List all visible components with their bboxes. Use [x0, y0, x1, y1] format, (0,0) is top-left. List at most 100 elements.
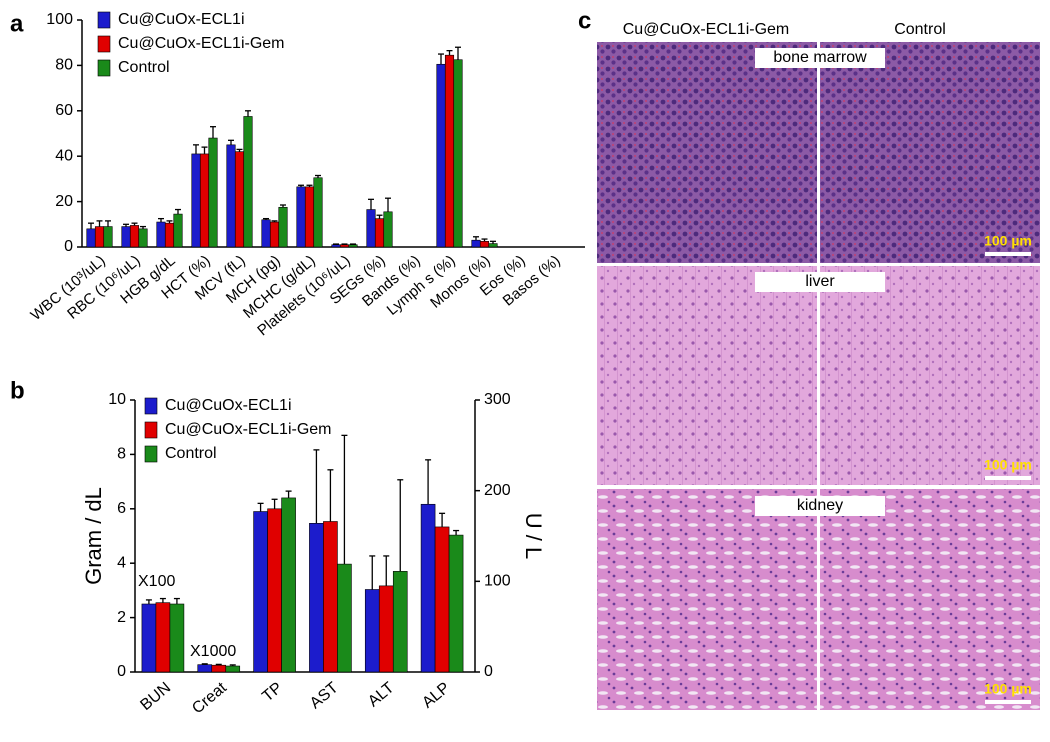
bar: [366, 209, 376, 248]
panel-c: c Cu@CuOx-ECL1i-Gem Control bone marrow …: [578, 7, 1040, 710]
bar: [471, 239, 481, 248]
bar: [211, 664, 227, 673]
bar: [208, 137, 218, 248]
label-box: [755, 272, 885, 292]
y-tick-label: 8: [117, 446, 126, 463]
bar: [281, 497, 296, 673]
scale-bar-label: 100 µm: [984, 681, 1032, 697]
micrograph: [820, 266, 1040, 485]
micrograph: [597, 266, 817, 485]
y-tick-label: 80: [55, 57, 73, 74]
tissue-label: kidney: [797, 497, 843, 514]
bar: [129, 225, 140, 248]
bar: [323, 521, 338, 673]
scale-bar-label: 100 µm: [984, 457, 1032, 473]
micrograph: [597, 489, 817, 710]
column-label: Cu@CuOx-ECL1i-Gem: [623, 21, 790, 38]
y-tick-label: 10: [108, 391, 126, 408]
y2-tick-label: 300: [484, 391, 511, 408]
bar: [448, 534, 464, 673]
bar: [488, 243, 498, 248]
y-tick-label: 20: [55, 193, 73, 210]
x-tick-label: BUN: [137, 679, 174, 714]
bar: [364, 589, 380, 673]
bar: [138, 228, 148, 248]
micrograph: [820, 42, 1040, 263]
scale-bar: [985, 252, 1031, 256]
y-axis-label: Gram / dL: [81, 487, 106, 585]
bar: [267, 508, 282, 673]
y-tick-label: 4: [117, 554, 126, 571]
micrograph: [597, 42, 817, 263]
bar: [434, 526, 450, 673]
y-tick-label: 6: [117, 500, 126, 517]
bar: [339, 244, 350, 248]
legend-label: Cu@CuOx-ECL1i-Gem: [118, 35, 285, 52]
bar: [337, 563, 352, 673]
x-tick-label: ALP: [419, 679, 453, 711]
bar: [261, 219, 271, 248]
legend-swatch: [97, 35, 111, 53]
bar: [156, 221, 166, 248]
annotation: X100: [138, 573, 175, 590]
y-tick-label: 100: [46, 11, 73, 28]
bar: [313, 177, 323, 248]
legend-swatch: [144, 397, 158, 415]
scale-bar: [985, 700, 1031, 704]
column-label: Control: [894, 21, 946, 38]
bar: [392, 571, 408, 673]
bar: [453, 59, 463, 248]
x-tick-label: AST: [307, 679, 342, 712]
tissue-label: bone marrow: [773, 49, 867, 66]
y-tick-label: 2: [117, 609, 126, 626]
panel-label: b: [10, 377, 25, 404]
bar: [234, 151, 245, 248]
x-tick-label: Creat: [189, 679, 230, 718]
bar: [269, 221, 280, 248]
scale-bar: [985, 476, 1031, 480]
x-tick-label: TP: [259, 679, 286, 705]
legend-swatch: [97, 59, 111, 77]
bar: [155, 602, 171, 673]
tissue-label: liver: [805, 273, 835, 290]
x-tick-label: ALT: [365, 679, 398, 710]
bar: [225, 665, 241, 673]
bar: [226, 144, 236, 248]
bar: [309, 523, 324, 673]
bar: [436, 63, 446, 248]
y-tick-label: 0: [117, 663, 126, 680]
legend-label: Control: [118, 59, 170, 76]
bar: [94, 226, 105, 248]
bar: [86, 228, 96, 248]
bar: [164, 222, 175, 248]
legend-label: Cu@CuOx-ECL1i-Gem: [165, 421, 332, 438]
bar: [169, 603, 185, 673]
bar: [479, 241, 490, 248]
bar: [296, 186, 306, 248]
bar: [121, 226, 131, 248]
legend-label: Cu@CuOx-ECL1i: [118, 11, 245, 28]
bar: [141, 603, 157, 673]
label-box: [755, 48, 885, 68]
bar: [383, 211, 393, 248]
bar: [197, 664, 213, 673]
bar: [331, 244, 341, 248]
bar: [348, 244, 358, 248]
panel-label: a: [10, 10, 24, 37]
y-tick-label: 60: [55, 102, 73, 119]
bar: [173, 213, 183, 248]
legend-label: Control: [165, 445, 217, 462]
bar: [374, 218, 385, 248]
micrograph: [820, 489, 1040, 710]
legend-label: Cu@CuOx-ECL1i: [165, 397, 292, 414]
annotation: X1000: [190, 643, 236, 660]
bar: [199, 153, 210, 248]
y2-tick-label: 200: [484, 482, 511, 499]
legend-swatch: [97, 11, 111, 29]
bar: [253, 511, 268, 673]
label-box: [755, 496, 885, 516]
bar: [444, 54, 455, 248]
y-tick-label: 40: [55, 147, 73, 164]
y-tick-label: 0: [64, 238, 73, 255]
